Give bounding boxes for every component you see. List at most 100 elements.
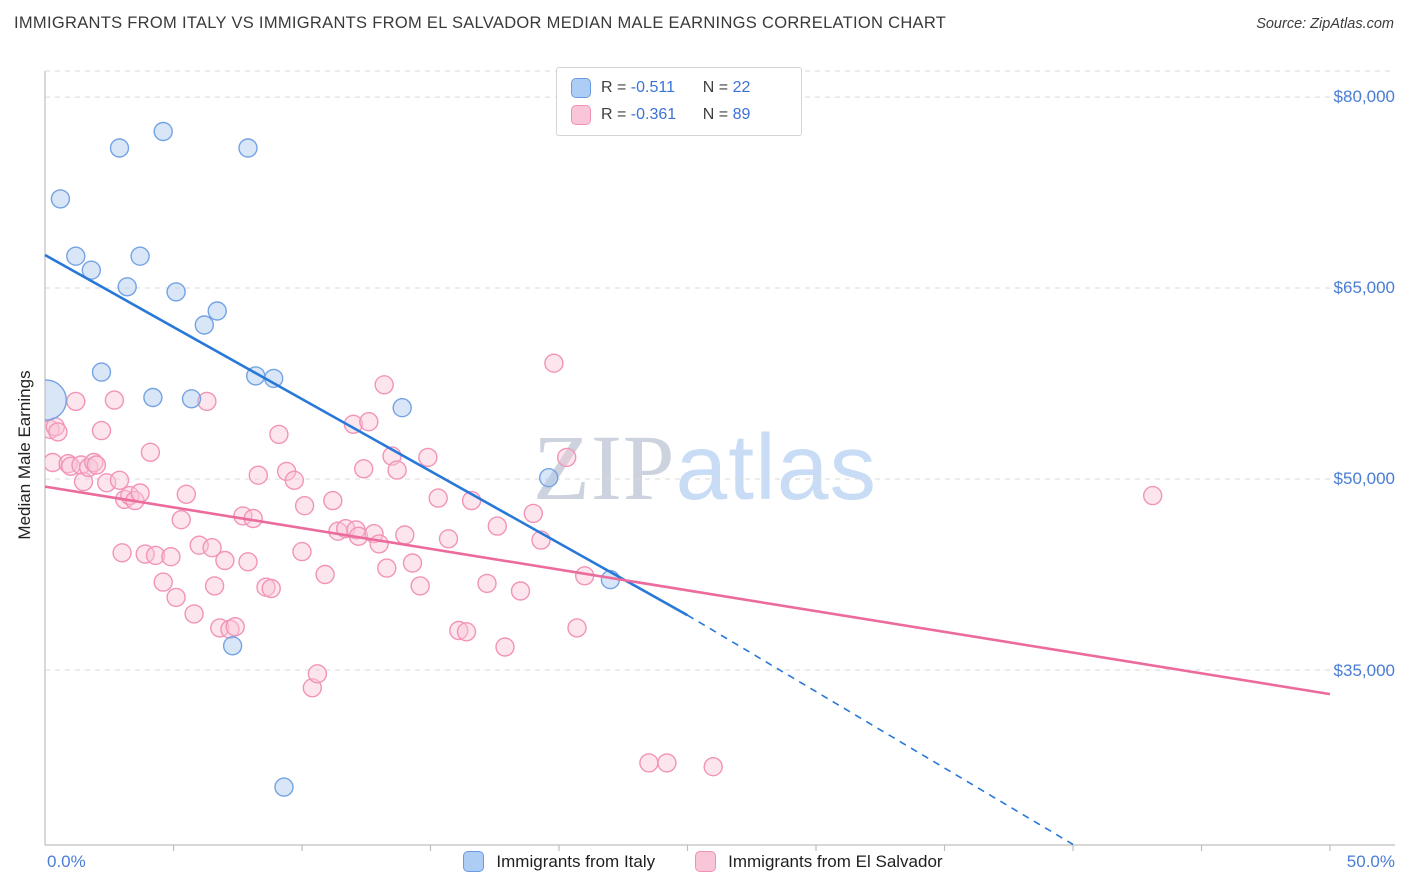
italy-r-stat: R = -0.511 [601, 79, 683, 97]
data-point [495, 637, 515, 657]
data-point [130, 246, 150, 266]
axes [44, 71, 1395, 851]
data-point [395, 525, 415, 545]
legend-label-el-salvador: Immigrants from El Salvador [728, 851, 943, 871]
data-point [238, 552, 258, 572]
legend-item-el-salvador: Immigrants from El Salvador [695, 851, 943, 872]
data-point [359, 412, 379, 432]
data-point [657, 753, 677, 773]
n-label: N = [702, 106, 729, 123]
data-point [544, 353, 564, 373]
data-point [539, 468, 559, 488]
data-point [215, 550, 235, 571]
data-point [48, 422, 68, 442]
data-point [1142, 485, 1163, 506]
el-salvador-r-stat: R = -0.361 [601, 106, 683, 124]
trend-line [44, 485, 1331, 696]
data-point [81, 260, 102, 280]
data-point [202, 538, 222, 558]
points-immigrants-from-el-salvador [45, 353, 1163, 777]
data-point [557, 447, 577, 468]
n-value: 22 [732, 79, 751, 96]
data-point [274, 777, 294, 797]
y-axis-title: Median Male Earnings [15, 370, 34, 540]
x-tick-min: 0.0% [47, 852, 86, 871]
data-point [261, 578, 281, 599]
data-point [438, 529, 459, 549]
page-title: IMMIGRANTS FROM ITALY VS IMMIGRANTS FROM… [14, 14, 947, 32]
data-point [109, 138, 130, 158]
data-point [477, 573, 497, 594]
x-tick-max: 50.0% [1346, 852, 1395, 871]
italy-swatch [463, 851, 485, 872]
data-point [112, 543, 132, 563]
data-point [377, 558, 397, 578]
data-point [315, 564, 335, 585]
data-point [140, 442, 161, 462]
data-point [45, 452, 63, 473]
data-point [210, 618, 230, 638]
watermark-atlas: atlas [675, 415, 877, 519]
n-value: 89 [732, 106, 751, 123]
points-immigrants-from-italy [45, 121, 621, 797]
data-point [449, 620, 469, 641]
data-point [176, 484, 197, 504]
data-point [269, 424, 289, 445]
el-salvador-swatch [695, 851, 717, 872]
data-point [238, 138, 258, 158]
legend-row-el-salvador: R = -0.361 N = 89 [571, 105, 785, 125]
watermark: ZIPatlas [533, 414, 877, 522]
data-point [130, 483, 150, 503]
data-point [294, 496, 315, 516]
data-point [284, 470, 304, 490]
data-point [510, 581, 531, 601]
data-point [292, 541, 312, 562]
y-tick-65000: $65,000 [1333, 278, 1395, 297]
data-point [86, 455, 107, 475]
data-point [248, 465, 268, 485]
series-legend: Immigrants from Italy Immigrants from El… [0, 851, 1406, 872]
data-point [66, 391, 86, 412]
data-point [639, 753, 659, 773]
italy-swatch [571, 78, 591, 98]
gridlines [45, 70, 1395, 671]
data-point [402, 553, 423, 573]
data-point [84, 452, 104, 473]
data-point [153, 572, 173, 592]
data-point [703, 757, 723, 777]
r-label: R = [601, 79, 627, 96]
data-point [487, 516, 507, 536]
data-point [194, 315, 215, 335]
r-value: -0.511 [630, 79, 675, 96]
el-salvador-n-stat: N = 89 [703, 106, 785, 124]
n-label: N = [702, 79, 729, 96]
legend-row-italy: R = -0.511 N = 22 [571, 78, 785, 98]
data-point [135, 544, 155, 564]
data-point [50, 189, 71, 209]
data-point [181, 389, 202, 409]
data-point [369, 534, 389, 554]
watermark-zip: ZIP [533, 417, 676, 520]
data-point [225, 617, 245, 637]
data-point [197, 391, 217, 412]
trend-line-extrapolated [687, 614, 1074, 846]
data-point [166, 587, 186, 608]
data-point [143, 387, 163, 408]
source-label: Source: ZipAtlas.com [1256, 16, 1394, 32]
y-tick-35000: $35,000 [1333, 661, 1395, 680]
data-point [153, 121, 173, 142]
data-point [307, 664, 328, 684]
data-point [109, 470, 130, 490]
data-point [91, 362, 112, 382]
trend-line [44, 253, 689, 617]
data-point [222, 636, 243, 656]
data-point [166, 282, 186, 302]
data-point [66, 246, 86, 266]
y-tick-50000: $50,000 [1333, 469, 1395, 488]
r-value: -0.361 [630, 106, 677, 123]
trend-immigrants-from-el-salvador [44, 485, 1331, 696]
data-point [410, 576, 430, 596]
data-point [456, 622, 477, 642]
